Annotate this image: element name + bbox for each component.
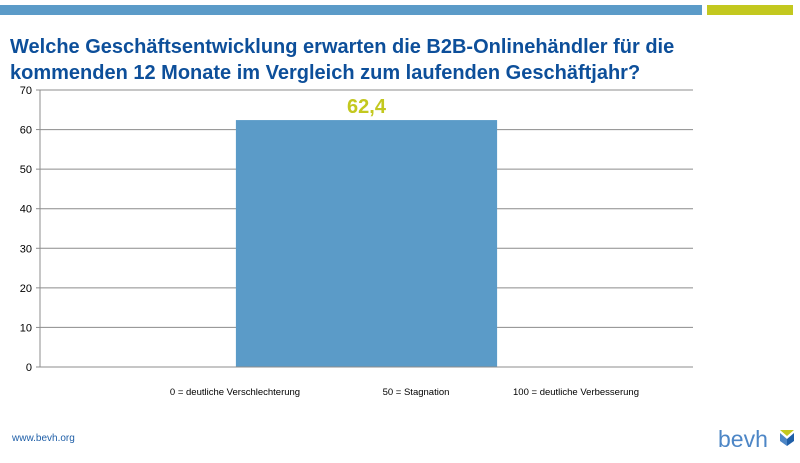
- top-accent-bar-lime: [707, 5, 793, 15]
- footer-url: www.bevh.org: [12, 433, 75, 444]
- y-tick-label: 60: [20, 125, 32, 137]
- y-tick-label: 0: [26, 362, 32, 374]
- x-tick-label: 50 = Stagnation: [383, 387, 450, 398]
- y-tick-label: 70: [20, 85, 32, 97]
- bar: [235, 120, 498, 368]
- y-tick-label: 50: [20, 164, 32, 176]
- y-tick-label: 40: [20, 204, 32, 216]
- y-tick-label: 10: [20, 322, 32, 334]
- bar-chart: 0 10 20 30 40 50 60 70 62,4 0 = deutliche Verschl…: [20, 85, 693, 398]
- bar-data-label: 62,4: [347, 96, 387, 118]
- chart-title: Welche Geschäftsentwicklung erwarten die…: [10, 36, 675, 84]
- bevh-logo: bevh: [718, 426, 796, 456]
- x-tick-label: 100 = deutliche Verbesserung: [513, 387, 639, 398]
- top-accent-bar-blue: [0, 5, 702, 15]
- y-tick-label: 20: [20, 283, 32, 295]
- logo-mark-icon: [780, 430, 794, 446]
- logo-text: bevh: [718, 426, 768, 452]
- y-tick-label: 30: [20, 243, 32, 255]
- x-tick-label: 0 = deutliche Verschlechterung: [170, 387, 300, 398]
